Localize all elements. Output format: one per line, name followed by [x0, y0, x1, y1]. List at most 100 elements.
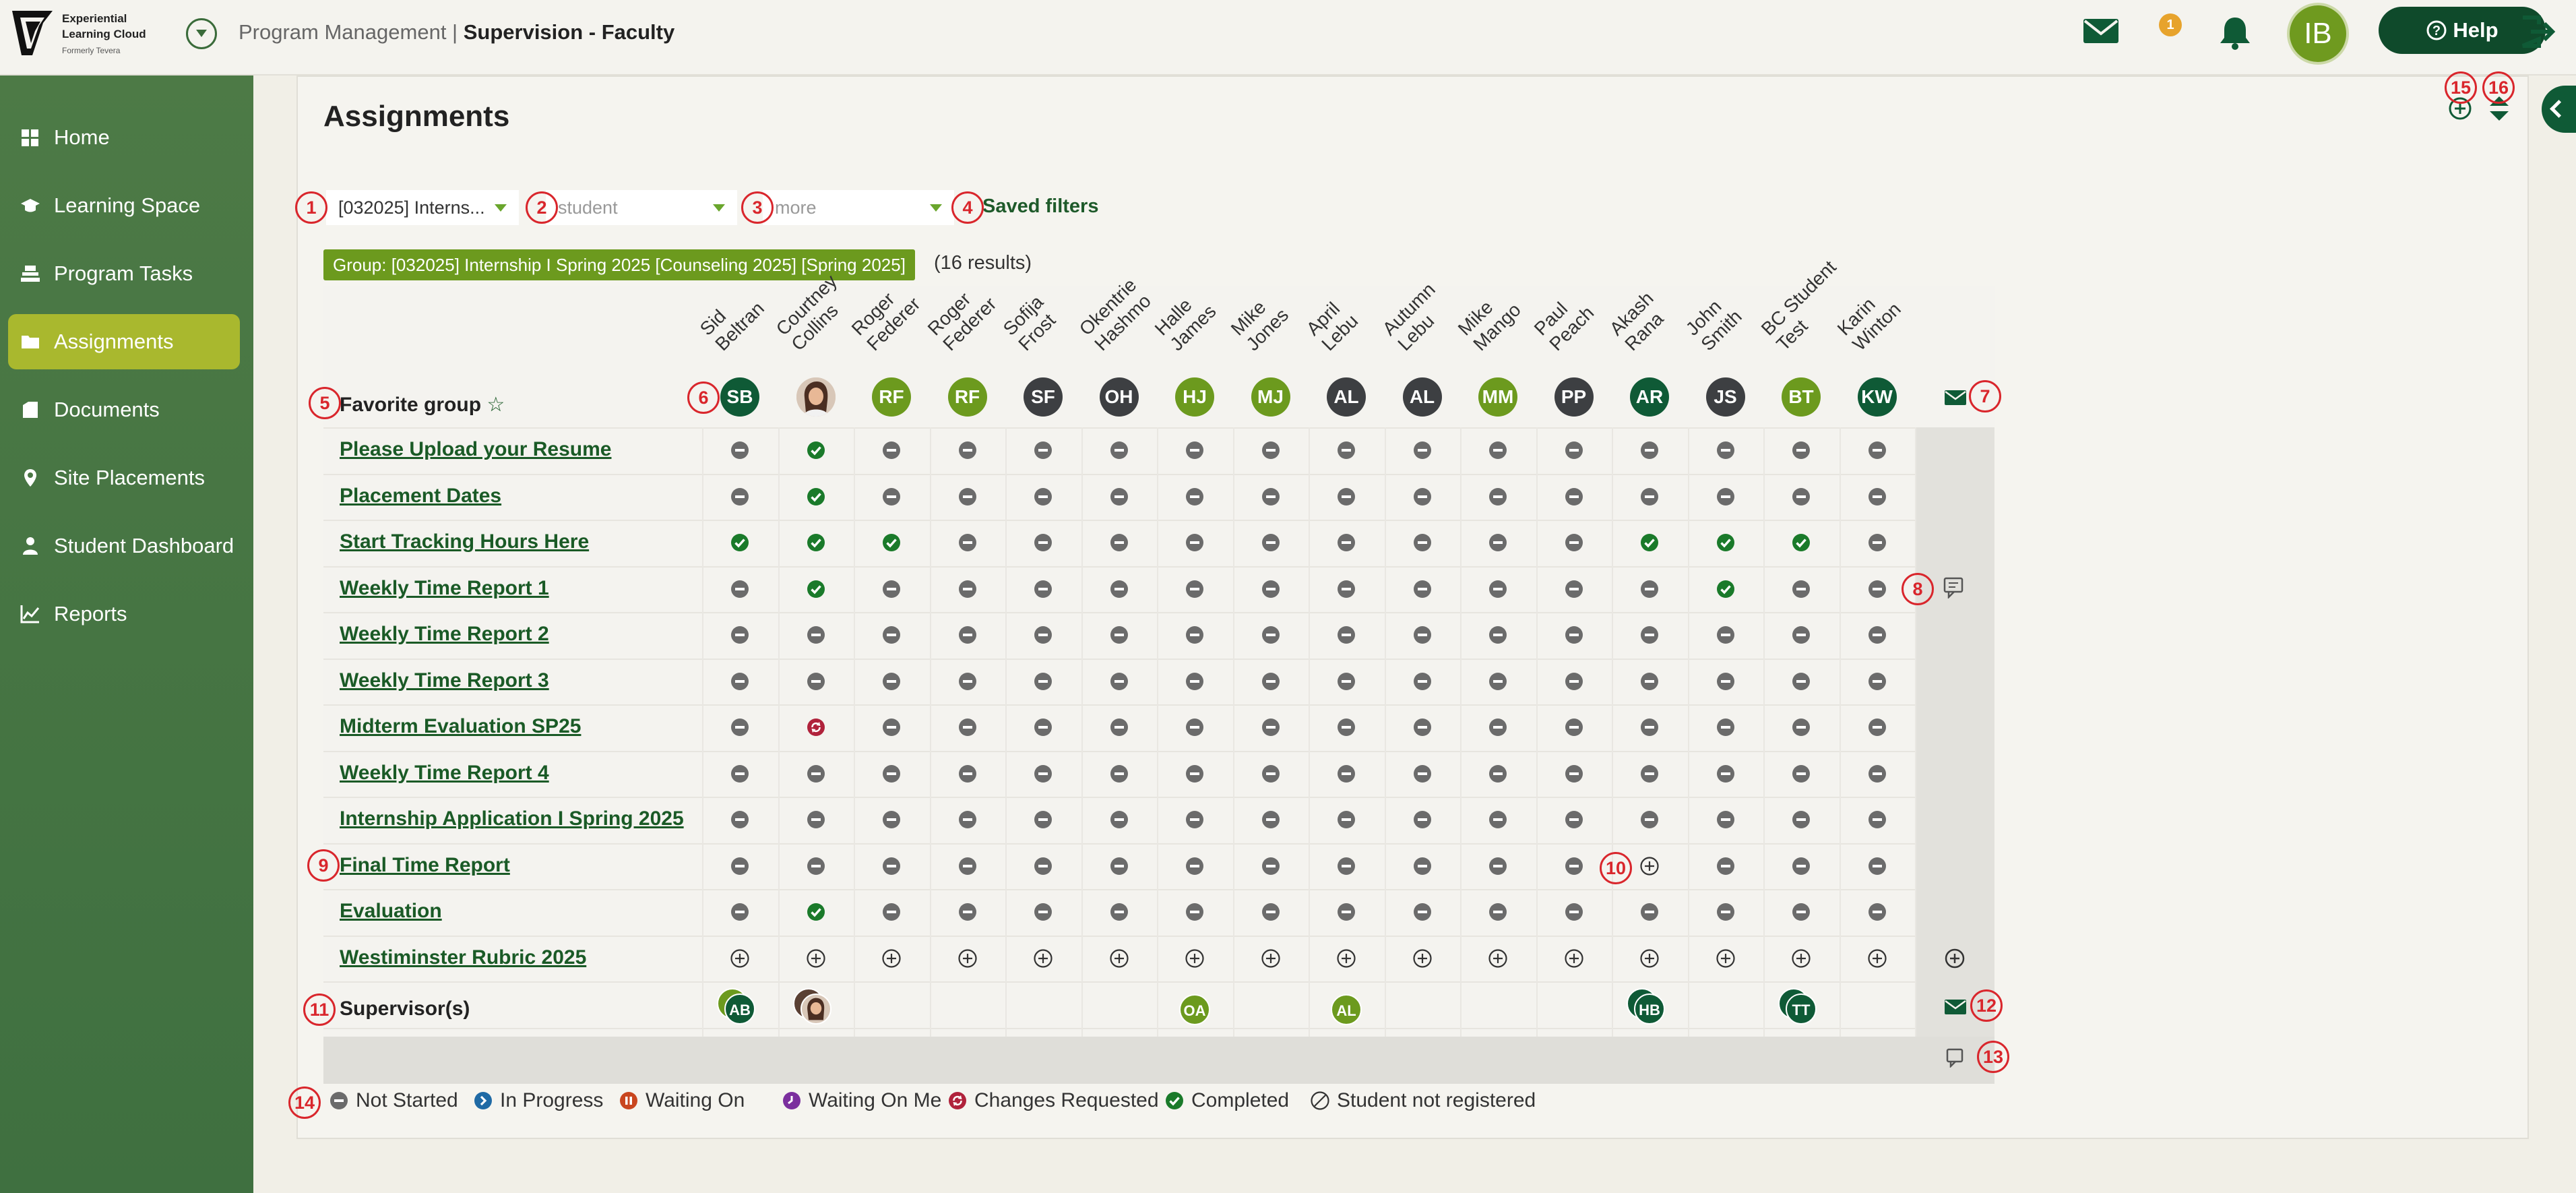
add-circle-icon[interactable] [1867, 948, 1887, 969]
not-started-icon[interactable] [1564, 764, 1584, 784]
not-started-icon[interactable] [1867, 856, 1887, 876]
not-started-icon[interactable] [1336, 625, 1356, 645]
not-started-icon[interactable] [1336, 902, 1356, 922]
not-started-icon[interactable] [1261, 902, 1281, 922]
not-started-icon[interactable] [1564, 671, 1584, 692]
not-started-icon[interactable] [730, 487, 750, 507]
not-started-icon[interactable] [957, 764, 978, 784]
add-circle-icon[interactable] [1261, 948, 1281, 969]
not-started-icon[interactable] [1185, 532, 1205, 553]
not-started-icon[interactable] [881, 856, 902, 876]
not-started-icon[interactable] [1564, 532, 1584, 553]
student-avatar[interactable]: SF [1024, 377, 1063, 417]
not-started-icon[interactable] [1716, 809, 1736, 830]
not-started-icon[interactable] [806, 856, 826, 876]
not-started-icon[interactable] [1412, 440, 1433, 460]
not-started-icon[interactable] [1488, 625, 1508, 645]
not-started-icon[interactable] [806, 625, 826, 645]
not-started-icon[interactable] [1033, 579, 1053, 599]
not-started-icon[interactable] [1867, 579, 1887, 599]
not-started-icon[interactable] [1791, 717, 1811, 737]
not-started-icon[interactable] [881, 440, 902, 460]
mail-supervisors-icon[interactable] [1944, 999, 1967, 1015]
not-started-icon[interactable] [1033, 625, 1053, 645]
not-started-icon[interactable] [1033, 856, 1053, 876]
not-started-icon[interactable] [1109, 440, 1129, 460]
not-started-icon[interactable] [1412, 764, 1433, 784]
not-started-icon[interactable] [881, 717, 902, 737]
not-started-icon[interactable] [1564, 856, 1584, 876]
not-started-icon[interactable] [1867, 764, 1887, 784]
mail-all-students-icon[interactable] [1944, 390, 1967, 406]
not-started-icon[interactable] [1867, 440, 1887, 460]
student-avatar[interactable]: AL [1402, 377, 1442, 417]
not-started-icon[interactable] [1564, 625, 1584, 645]
not-started-icon[interactable] [1791, 579, 1811, 599]
not-started-icon[interactable] [1488, 532, 1508, 553]
task-link[interactable]: Internship Application I Spring 2025 [340, 807, 684, 830]
sidebar-item-reports[interactable]: Reports [8, 586, 240, 642]
not-started-icon[interactable] [957, 856, 978, 876]
student-avatar[interactable]: OH [1099, 377, 1139, 417]
not-started-icon[interactable] [1185, 487, 1205, 507]
star-icon[interactable]: ☆ [486, 394, 505, 416]
add-circle-icon[interactable] [1791, 948, 1811, 969]
not-started-icon[interactable] [1867, 902, 1887, 922]
task-link[interactable]: Placement Dates [340, 484, 502, 507]
not-started-icon[interactable] [881, 902, 902, 922]
not-started-icon[interactable] [1488, 717, 1508, 737]
not-started-icon[interactable] [1488, 809, 1508, 830]
mail-icon[interactable] [2082, 18, 2120, 44]
not-started-icon[interactable] [1109, 717, 1129, 737]
completed-icon[interactable] [806, 532, 826, 553]
add-circle-icon[interactable] [1033, 948, 1053, 969]
not-started-icon[interactable] [1336, 532, 1356, 553]
student-avatar[interactable]: MM [1478, 377, 1517, 417]
not-started-icon[interactable] [881, 764, 902, 784]
not-started-icon[interactable] [1033, 671, 1053, 692]
not-started-icon[interactable] [1639, 902, 1660, 922]
task-link[interactable]: Weekly Time Report 2 [340, 623, 549, 645]
not-started-icon[interactable] [1639, 487, 1660, 507]
not-started-icon[interactable] [1185, 717, 1205, 737]
not-started-icon[interactable] [1336, 764, 1356, 784]
task-link[interactable]: Weekly Time Report 3 [340, 669, 549, 692]
student-avatar[interactable]: AR [1630, 377, 1669, 417]
add-circle-icon[interactable] [1639, 856, 1660, 876]
not-started-icon[interactable] [1336, 671, 1356, 692]
not-started-icon[interactable] [1412, 902, 1433, 922]
not-started-icon[interactable] [881, 671, 902, 692]
not-started-icon[interactable] [1336, 579, 1356, 599]
not-started-icon[interactable] [1261, 440, 1281, 460]
not-started-icon[interactable] [1033, 764, 1053, 784]
not-started-icon[interactable] [1791, 856, 1811, 876]
not-started-icon[interactable] [730, 671, 750, 692]
task-link[interactable]: Please Upload your Resume [340, 438, 612, 460]
task-link[interactable]: Midterm Evaluation SP25 [340, 715, 582, 737]
add-circle-icon[interactable] [1336, 948, 1356, 969]
not-started-icon[interactable] [1109, 625, 1129, 645]
add-circle-icon[interactable] [957, 948, 978, 969]
not-started-icon[interactable] [1412, 717, 1433, 737]
not-started-icon[interactable] [1639, 579, 1660, 599]
not-started-icon[interactable] [1261, 764, 1281, 784]
not-started-icon[interactable] [1791, 671, 1811, 692]
not-started-icon[interactable] [730, 856, 750, 876]
changes-requested-icon[interactable] [806, 717, 826, 737]
not-started-icon[interactable] [730, 902, 750, 922]
not-started-icon[interactable] [1261, 532, 1281, 553]
completed-icon[interactable] [1716, 532, 1736, 553]
supervisor-avatar[interactable]: OA [1179, 994, 1210, 1025]
completed-icon[interactable] [806, 440, 826, 460]
not-started-icon[interactable] [957, 717, 978, 737]
not-started-icon[interactable] [1185, 625, 1205, 645]
not-started-icon[interactable] [957, 902, 978, 922]
student-avatar[interactable]: KW [1857, 377, 1897, 417]
not-started-icon[interactable] [730, 764, 750, 784]
not-started-icon[interactable] [1109, 671, 1129, 692]
not-started-icon[interactable] [1261, 671, 1281, 692]
supervisor-avatar[interactable]: AB [724, 993, 755, 1024]
not-started-icon[interactable] [1488, 487, 1508, 507]
not-started-icon[interactable] [1033, 717, 1053, 737]
not-started-icon[interactable] [1791, 764, 1811, 784]
